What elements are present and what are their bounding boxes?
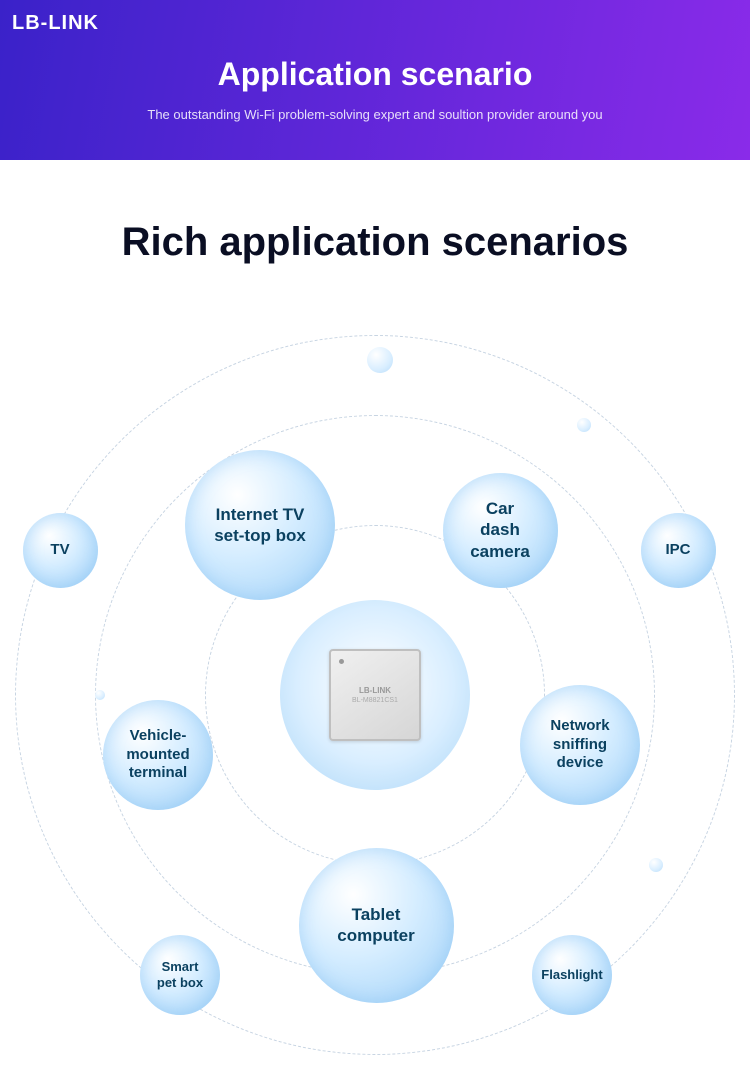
scenario-label: Car dash camera [464, 492, 536, 568]
scenario-bubble-2: Car dash camera [443, 473, 558, 588]
scenario-bubble-9: Flashlight [532, 935, 612, 1015]
scenario-label: Smart pet box [151, 953, 209, 998]
orbit-dot-4 [649, 858, 663, 872]
scenario-bubble-8: Smart pet box [140, 935, 220, 1015]
orbit-dot-3 [95, 690, 105, 700]
scenario-label: Vehicle- mounted terminal [120, 721, 195, 789]
scenario-bubble-6: TV [23, 513, 98, 588]
orbit-dot-1 [367, 347, 393, 373]
scenario-bubble-3: Tablet computer [299, 848, 454, 1003]
scenario-bubble-5: Vehicle- mounted terminal [103, 700, 213, 810]
brand-logo: LB-LINK [12, 12, 99, 35]
scenario-label: Internet TV set-top box [208, 498, 312, 553]
chip-model-label: BL-M8821CS1 [352, 697, 398, 704]
center-chip-halo: LB-LINK BL-M8821CS1 [280, 600, 470, 790]
header-banner: LB-LINK Application scenario The outstan… [0, 0, 750, 160]
wifi-chip-icon: LB-LINK BL-M8821CS1 [329, 649, 421, 741]
header-title: Application scenario [0, 0, 750, 93]
orbit-diagram: LB-LINK BL-M8821CS1 Internet TV set-top bo… [0, 275, 750, 1075]
scenario-label: Flashlight [535, 961, 608, 989]
scenario-bubble-7: IPC [641, 513, 716, 588]
chip-brand-label: LB-LINK [359, 686, 391, 695]
scenario-label: Network sniffing device [544, 711, 615, 779]
header-subtitle: The outstanding Wi-Fi problem-solving ex… [0, 107, 750, 122]
scenario-label: Tablet computer [331, 898, 420, 953]
orbit-dot-2 [577, 418, 591, 432]
scenario-bubble-4: Network sniffing device [520, 685, 640, 805]
scenario-label: TV [44, 535, 75, 566]
main-title: Rich application scenarios [0, 220, 750, 265]
scenario-bubble-1: Internet TV set-top box [185, 450, 335, 600]
scenario-label: IPC [659, 535, 696, 566]
